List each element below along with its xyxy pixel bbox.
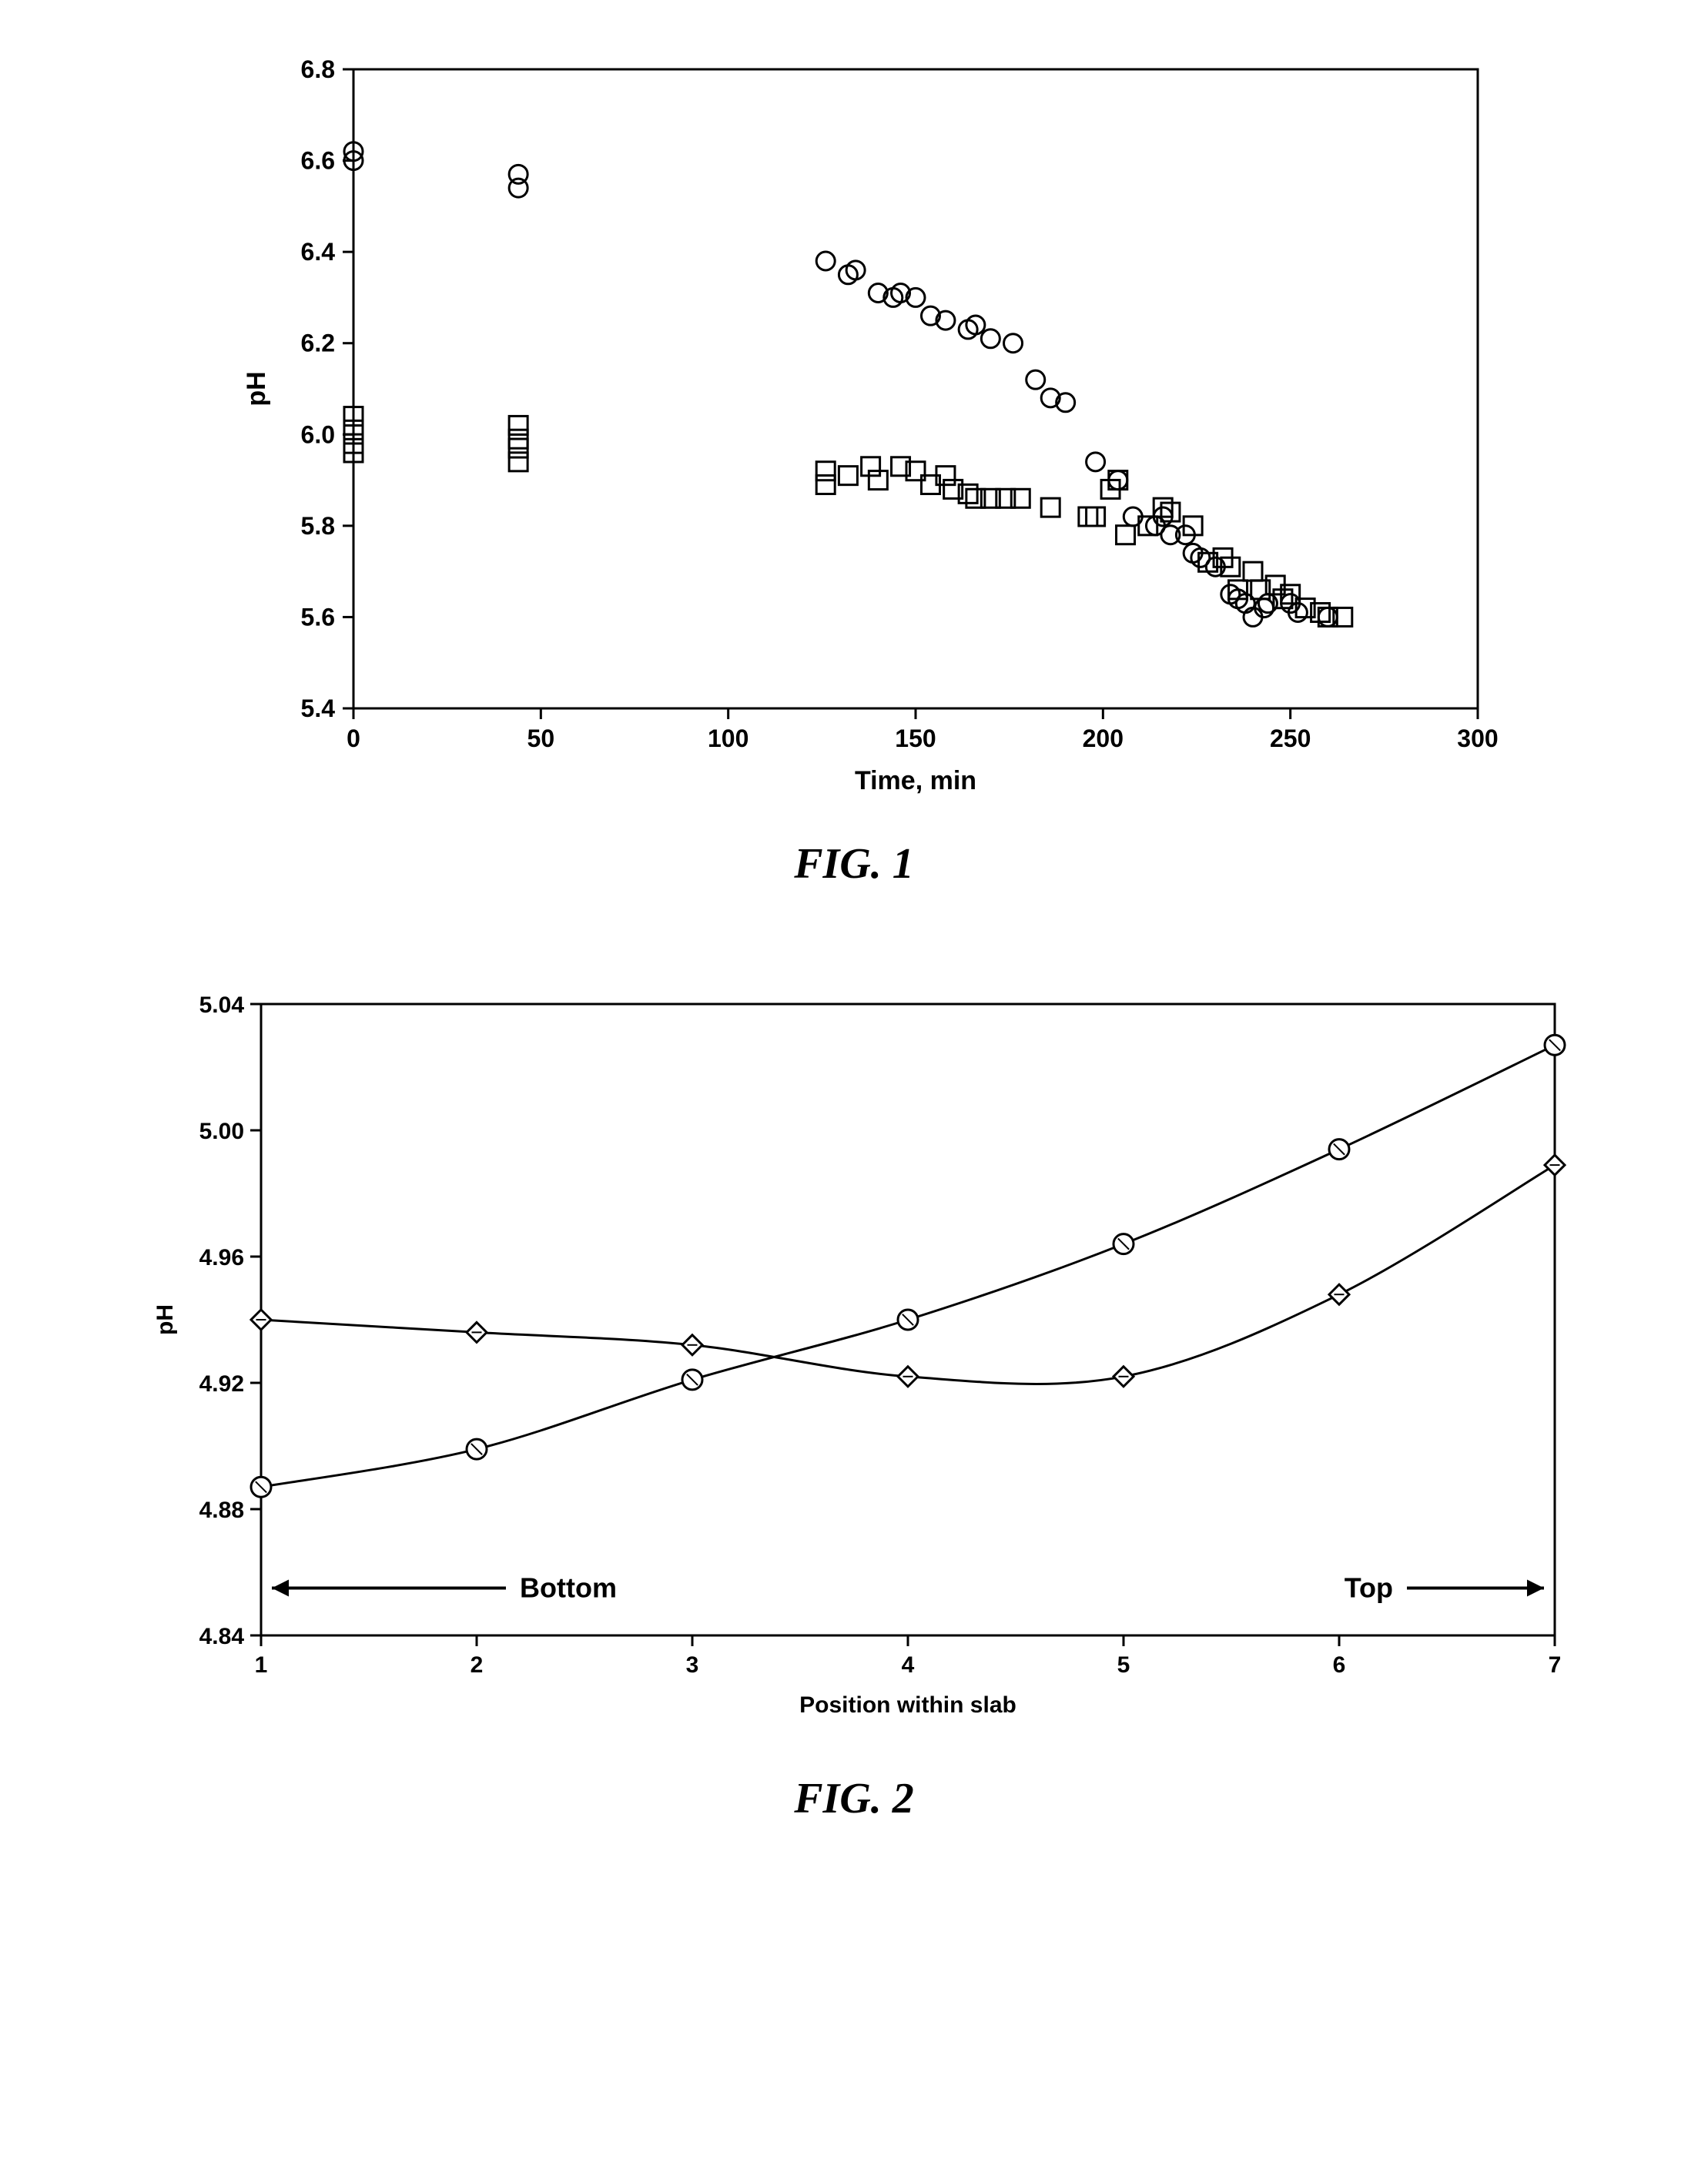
figure-1: 0 50 100 150 200 250 300 5.4 5.6 5.8 6.0 6.2 6.4 6.6 6…	[46, 46, 1662, 889]
svg-text:5.00: 5.00	[199, 1119, 244, 1144]
svg-text:5: 5	[1117, 1652, 1130, 1678]
svg-text:2: 2	[471, 1652, 484, 1678]
svg-text:4.92: 4.92	[199, 1371, 244, 1397]
fig2-plot: 1 2 3 4 5 6 7 4.84 4.88 4.92 4.96 5.00 5.04 Position …	[122, 981, 1586, 1751]
svg-text:Top: Top	[1345, 1572, 1393, 1604]
svg-text:Bottom: Bottom	[520, 1572, 617, 1604]
svg-text:50: 50	[527, 725, 555, 752]
svg-text:Time, min: Time, min	[855, 766, 976, 795]
svg-text:pH: pH	[242, 371, 271, 406]
svg-text:pH: pH	[152, 1304, 178, 1335]
svg-text:6: 6	[1333, 1652, 1346, 1678]
svg-text:4.84: 4.84	[199, 1624, 245, 1649]
svg-text:6.4: 6.4	[301, 238, 336, 266]
svg-text:5.4: 5.4	[301, 695, 336, 722]
fig1-plot: 0 50 100 150 200 250 300 5.4 5.6 5.8 6.0 6.2 6.4 6.6 6…	[199, 46, 1509, 816]
svg-text:300: 300	[1457, 725, 1498, 752]
fig1-caption: FIG. 1	[46, 839, 1662, 889]
svg-text:5.8: 5.8	[301, 512, 335, 540]
svg-text:100: 100	[708, 725, 749, 752]
svg-text:4.88: 4.88	[199, 1498, 244, 1523]
svg-text:6.6: 6.6	[301, 147, 335, 175]
svg-text:3: 3	[686, 1652, 699, 1678]
svg-text:7: 7	[1549, 1652, 1562, 1678]
svg-text:6.8: 6.8	[301, 55, 335, 83]
svg-text:5.6: 5.6	[301, 603, 335, 631]
svg-text:1: 1	[255, 1652, 268, 1678]
svg-text:250: 250	[1270, 725, 1311, 752]
svg-text:150: 150	[895, 725, 936, 752]
svg-text:200: 200	[1083, 725, 1124, 752]
svg-text:6.2: 6.2	[301, 330, 335, 357]
svg-text:5.04: 5.04	[199, 992, 245, 1018]
svg-text:6.0: 6.0	[301, 420, 335, 448]
svg-text:4.96: 4.96	[199, 1245, 244, 1270]
figure-2: 1 2 3 4 5 6 7 4.84 4.88 4.92 4.96 5.00 5.04 Position …	[46, 981, 1662, 1823]
svg-text:4: 4	[902, 1652, 915, 1678]
fig2-caption: FIG. 2	[46, 1774, 1662, 1823]
svg-text:0: 0	[347, 725, 360, 752]
svg-text:Position within slab: Position within slab	[799, 1692, 1016, 1718]
